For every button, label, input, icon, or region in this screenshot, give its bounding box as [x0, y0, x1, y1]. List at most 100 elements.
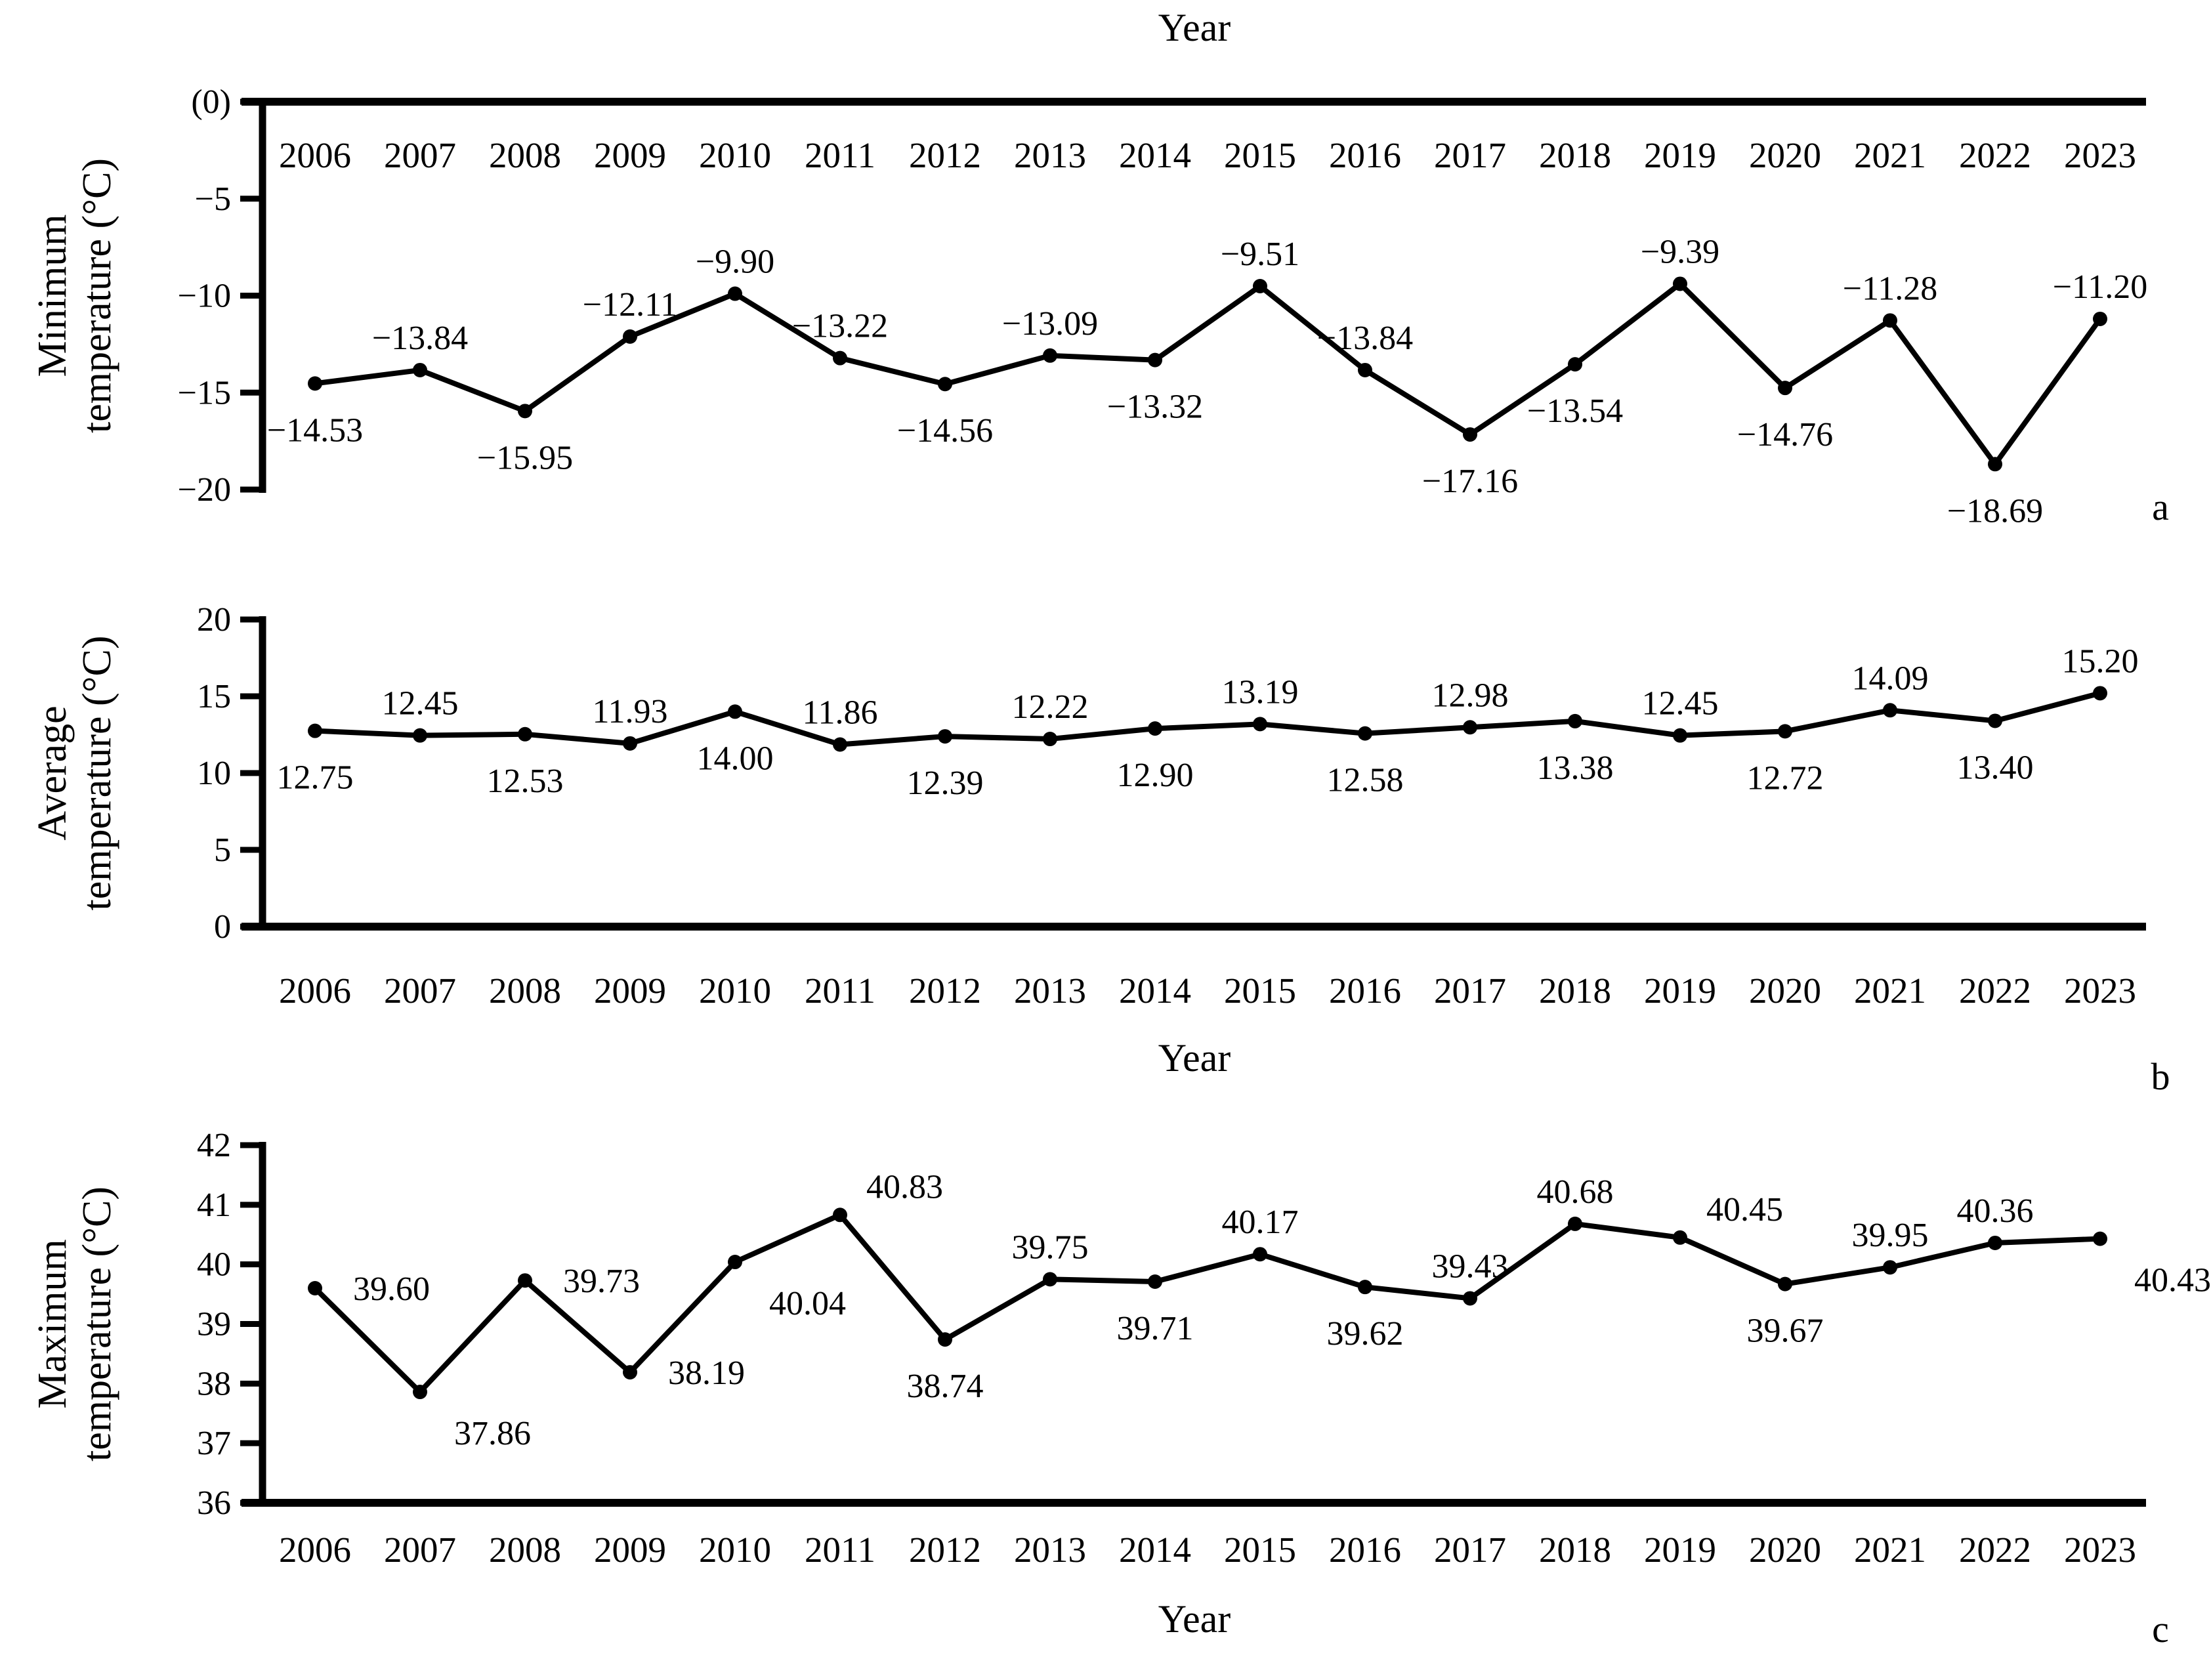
- data-point: [728, 286, 742, 301]
- data-point-label: 12.90: [1117, 757, 1194, 794]
- x-tick-label: 2007: [384, 971, 456, 1011]
- x-tick-label: 2015: [1224, 971, 1296, 1011]
- x-tick-label: 2009: [594, 135, 666, 175]
- y-tick-label: 41: [197, 1186, 231, 1224]
- data-point-label: 11.86: [802, 694, 877, 731]
- x-tick-label: 2021: [1854, 1530, 1926, 1570]
- x-tick-label: 2010: [699, 971, 771, 1011]
- x-tick-label: 2020: [1749, 1530, 1821, 1570]
- panel-letter: a: [2152, 486, 2169, 528]
- x-axis-title: Year: [1158, 1036, 1231, 1080]
- data-point-label: 39.62: [1327, 1315, 1404, 1353]
- data-point-label: −13.54: [1527, 392, 1623, 430]
- data-point: [308, 1281, 322, 1295]
- data-point: [1988, 1235, 2002, 1250]
- data-point: [1358, 362, 1372, 377]
- y-tick-label: 36: [197, 1484, 231, 1522]
- x-tick-label: 2021: [1854, 135, 1926, 175]
- y-tick-label: 39: [197, 1306, 231, 1343]
- data-point-label: 40.04: [769, 1285, 846, 1322]
- y-tick-label: 37: [197, 1425, 231, 1462]
- data-point-label: −13.09: [1002, 305, 1098, 343]
- data-point-label: −9.39: [1641, 233, 1719, 270]
- y-tick-label: 10: [197, 755, 231, 792]
- data-point: [1148, 352, 1162, 368]
- x-tick-label: 2014: [1119, 1530, 1191, 1570]
- panel-a: (0) −5 −10 −15 −20 2006 2007 2008 2009 2010 2011 20…: [30, 6, 2169, 530]
- data-point-label: −11.28: [1843, 270, 1937, 307]
- data-point: [1463, 1291, 1477, 1306]
- data-point: [728, 1255, 742, 1270]
- data-line: [312, 1212, 2103, 1395]
- x-tick-label: 2017: [1434, 1530, 1506, 1570]
- data-point: [1358, 726, 1372, 741]
- x-tick-label: 2009: [594, 971, 666, 1011]
- x-tick-label: 2014: [1119, 135, 1191, 175]
- y-tick-label: −15: [178, 374, 231, 411]
- data-point-label: −9.51: [1221, 236, 1299, 273]
- data-point: [1568, 713, 1582, 728]
- data-point: [623, 329, 637, 344]
- data-point-label: 13.19: [1222, 673, 1299, 711]
- x-tick-label: 2019: [1644, 135, 1716, 175]
- data-point: [1463, 720, 1477, 735]
- x-tick-label: 2011: [805, 135, 875, 175]
- x-tick-label: 2013: [1014, 135, 1086, 175]
- data-point: [413, 1385, 427, 1400]
- data-point: [1148, 1274, 1162, 1290]
- y-axis-title: Maximum: [30, 1239, 75, 1408]
- x-tick-label: 2015: [1224, 135, 1296, 175]
- x-tick-label: 2022: [1959, 971, 2031, 1011]
- data-point-label: 40.36: [1957, 1192, 2034, 1230]
- x-tick-label: 2022: [1959, 1530, 2031, 1570]
- y-tick-label: 42: [197, 1127, 231, 1164]
- data-point: [623, 1365, 637, 1380]
- data-point-label: −9.90: [696, 243, 774, 281]
- data-point-label: 12.22: [1012, 688, 1089, 726]
- data-point-label: 15.20: [2062, 642, 2139, 680]
- x-axis-title: Year: [1158, 1597, 1231, 1641]
- data-point-label: 40.43: [2134, 1262, 2211, 1299]
- data-point: [1883, 313, 1897, 328]
- data-point-label: −13.84: [372, 320, 468, 357]
- x-tick-label: 2011: [805, 971, 875, 1011]
- y-tick-label: 15: [197, 678, 231, 715]
- x-tick-label: 2006: [279, 971, 351, 1011]
- data-point-label: 12.53: [487, 763, 564, 800]
- data-point: [1463, 427, 1477, 442]
- data-point: [413, 362, 427, 377]
- x-tick-label: 2014: [1119, 971, 1191, 1011]
- data-point: [1778, 381, 1792, 396]
- x-tick-label: 2007: [384, 1530, 456, 1570]
- x-tick-label: 2008: [489, 971, 561, 1011]
- data-point: [1673, 276, 1687, 291]
- y-tick-label: 0: [214, 908, 231, 946]
- x-tick-label: 2018: [1539, 971, 1611, 1011]
- x-tick-label: 2023: [2064, 971, 2136, 1011]
- data-point-label: −13.84: [1317, 320, 1413, 357]
- data-point-label: 12.75: [277, 759, 354, 797]
- data-point: [518, 1273, 532, 1288]
- y-axis-title: temperature (°C): [75, 158, 119, 433]
- x-tick-label: 2010: [699, 1530, 771, 1570]
- data-point: [308, 723, 322, 738]
- data-point: [938, 729, 952, 744]
- x-tick-label: 2022: [1959, 135, 2031, 175]
- x-tick-label: 2016: [1329, 1530, 1401, 1570]
- y-tick-label: 5: [214, 831, 231, 869]
- x-tick-label: 2021: [1854, 971, 1926, 1011]
- data-point: [518, 726, 532, 742]
- panel-letter: c: [2152, 1608, 2169, 1650]
- x-tick-label: 2008: [489, 135, 561, 175]
- data-point-label: 40.17: [1222, 1204, 1299, 1241]
- x-tick-label: 2015: [1224, 1530, 1296, 1570]
- data-point: [518, 404, 532, 419]
- data-point: [1043, 348, 1057, 363]
- x-tick-label: 2019: [1644, 1530, 1716, 1570]
- data-point: [1568, 357, 1582, 372]
- x-tick-label: 2008: [489, 1530, 561, 1570]
- data-point: [1988, 713, 2002, 728]
- y-tick-label: −10: [178, 278, 231, 315]
- x-tick-label: 2012: [909, 971, 981, 1011]
